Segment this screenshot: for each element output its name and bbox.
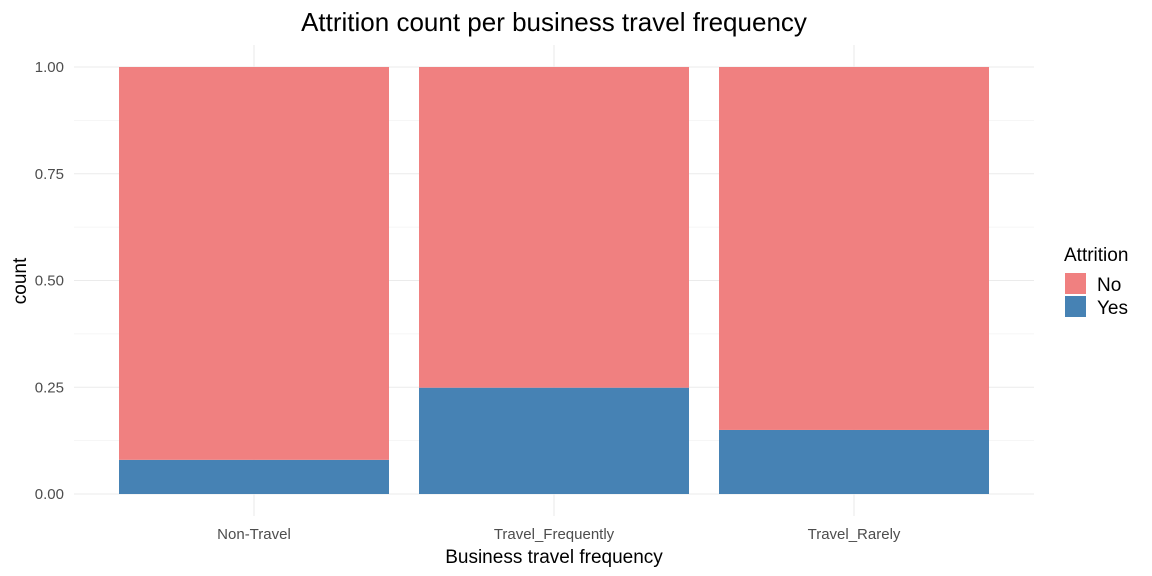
bar-travel-rarely-yes [719, 429, 989, 494]
legend-label-no: No [1097, 275, 1121, 296]
bar-travel-frequently-yes [419, 387, 689, 494]
legend-label-yes: Yes [1097, 298, 1128, 319]
y-axis-title: count [10, 257, 31, 304]
bar-non-travel-no [119, 67, 389, 460]
y-tick-label: 0.50 [35, 273, 64, 290]
legend-title: Attrition [1064, 245, 1128, 266]
legend-key-no [1065, 273, 1086, 294]
bar-travel-frequently-no [419, 67, 689, 388]
x-tick-label: Travel_Frequently [494, 526, 615, 543]
y-tick-label: 0.75 [35, 166, 64, 183]
x-tick-label: Travel_Rarely [808, 526, 901, 543]
bar-non-travel-yes [119, 459, 389, 494]
chart-title: Attrition count per business travel freq… [301, 7, 807, 37]
bar-travel-rarely-no [719, 67, 989, 430]
x-axis-title: Business travel frequency [445, 547, 663, 568]
y-tick-label: 1.00 [35, 59, 64, 76]
axis-layer: 0.00 0.25 0.50 0.75 1.00 Non-Travel Travel_Fre… [35, 59, 901, 543]
x-tick-label: Non-Travel [217, 526, 291, 543]
y-tick-label: 0.00 [35, 486, 64, 503]
bar-layer [119, 67, 989, 494]
y-tick-label: 0.25 [35, 379, 64, 396]
legend-key-yes [1065, 296, 1086, 317]
